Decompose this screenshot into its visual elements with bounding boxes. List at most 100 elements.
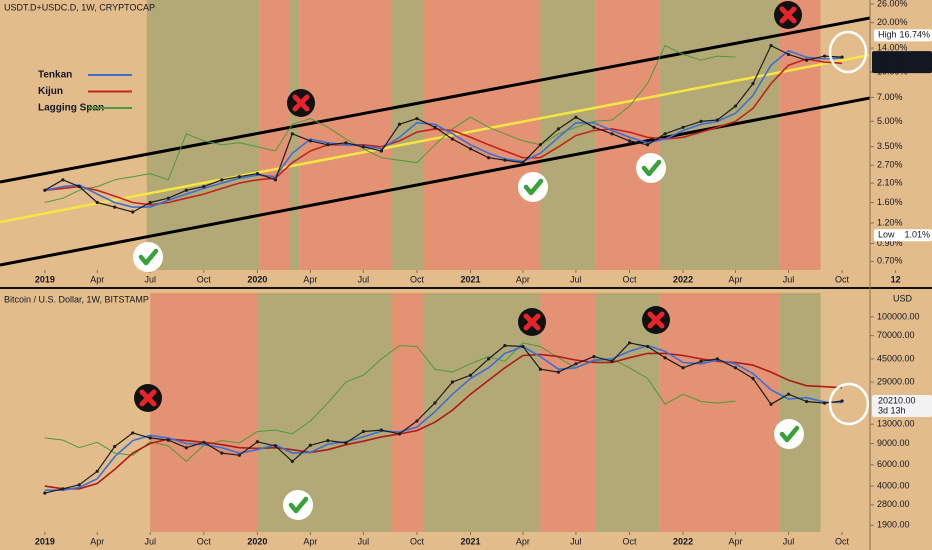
cross-marker (518, 308, 546, 336)
signal-band (423, 293, 541, 532)
price-tag-label: Low (878, 230, 895, 240)
y-tick-label: 26.00% (877, 0, 908, 8)
y-tick-label: 1900.00 (877, 520, 910, 530)
price-point (131, 431, 135, 435)
price-point (804, 58, 809, 62)
price-point (220, 178, 224, 182)
legend-label: Kijun (38, 86, 63, 97)
price-point (610, 359, 614, 363)
indicator-line (44, 344, 843, 491)
legend-label: Lagging Span (38, 103, 104, 114)
price-tag-value: 1.01% (904, 230, 930, 240)
price-point (574, 115, 578, 119)
x-tick-label: Oct (197, 536, 212, 546)
x-tick-label: Apr (90, 274, 104, 284)
price-point (148, 436, 152, 440)
price-point (486, 357, 491, 361)
x-tick-label: 12 (891, 274, 901, 284)
x-tick-label: 2019 (35, 536, 55, 546)
price-point (786, 52, 791, 57)
signal-band (299, 0, 392, 270)
price-point (166, 196, 170, 200)
y-tick-label: 2800.00 (877, 499, 910, 509)
price-point (822, 401, 827, 405)
price-point (237, 175, 241, 179)
price-tag (874, 29, 932, 42)
price-point (715, 118, 720, 122)
chart-title: Bitcoin / U.S. Dollar, 1W, BITSTAMP (4, 294, 149, 304)
price-point (202, 185, 206, 189)
price-point (556, 370, 561, 374)
cross-marker (774, 1, 802, 29)
legend-label: Tenkan (38, 70, 72, 81)
y-tick-label: 45000.00 (877, 353, 915, 363)
price-point (627, 341, 632, 345)
price-point (681, 125, 685, 129)
check-marker (283, 490, 313, 520)
price-point (255, 440, 259, 444)
price-point (627, 139, 632, 143)
last-price-value: 12.33% (878, 51, 909, 61)
price-point (433, 125, 437, 129)
price-point (663, 356, 667, 360)
price-point (344, 441, 348, 445)
price-point (663, 132, 667, 136)
price-line (44, 342, 843, 494)
signal-band (659, 293, 780, 532)
price-point (397, 122, 402, 126)
price-point (379, 149, 384, 153)
price-point (220, 451, 224, 455)
y-tick-label: 0.90% (877, 238, 903, 248)
price-point (361, 145, 365, 149)
x-tick-label: Apr (728, 536, 742, 546)
x-tick-label: Jul (358, 274, 370, 284)
last-price-tag (872, 51, 932, 74)
price-point (468, 373, 473, 377)
y-tick-label: 3.50% (877, 141, 903, 151)
price-point (468, 147, 473, 151)
channel-lower (0, 96, 870, 267)
price-point (273, 178, 278, 182)
price-point (486, 156, 491, 160)
price-point (95, 469, 99, 473)
x-tick-label: Oct (197, 274, 212, 284)
price-point (751, 81, 755, 86)
y-tick-label: 4000.00 (877, 480, 910, 490)
highlight-circle (828, 30, 868, 74)
y-tick-label: 100000.00 (877, 311, 920, 321)
x-tick-label: Apr (303, 274, 317, 284)
x-tick-label: Jul (358, 536, 370, 546)
price-point (574, 362, 578, 366)
price-point (113, 205, 117, 209)
price-point (645, 344, 650, 349)
x-tick-label: Oct (835, 274, 850, 284)
price-point (521, 161, 525, 165)
price-point (822, 54, 827, 58)
price-point (450, 380, 455, 384)
x-tick-label: Apr (303, 536, 317, 546)
x-tick-label: Apr (90, 536, 104, 546)
last-price-value: 20210.00 (878, 395, 916, 405)
price-point (503, 158, 507, 162)
price-point (503, 343, 507, 348)
highlight-circle (828, 382, 870, 426)
signal-band (391, 293, 424, 532)
channel-mid (0, 53, 870, 224)
signal-band (259, 0, 290, 270)
signal-band (423, 0, 541, 270)
price-point (699, 359, 703, 363)
price-point (415, 419, 419, 423)
y-tick-label: 7.00% (877, 92, 903, 102)
signal-band (595, 293, 660, 532)
y-tick-label: 1.60% (877, 197, 903, 207)
price-point (769, 402, 773, 406)
channel-upper (0, 16, 870, 184)
price-point (645, 143, 650, 147)
currency-label: USD (893, 293, 913, 303)
price-point (450, 137, 455, 141)
price-point (184, 188, 188, 192)
x-tick-label: Jul (783, 536, 795, 546)
price-point (202, 440, 206, 444)
markers (133, 1, 870, 520)
